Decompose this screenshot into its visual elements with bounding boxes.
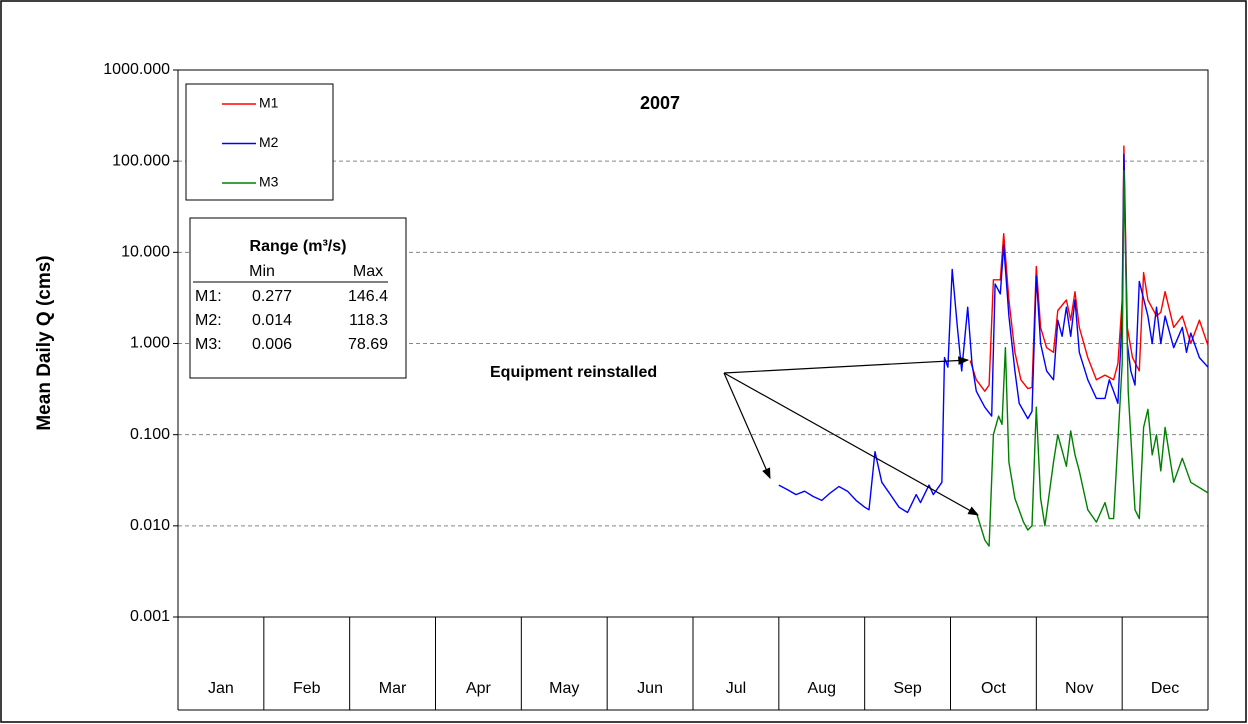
legend-label: M3 [259,174,279,190]
y-tick-label: 0.001 [130,608,170,625]
range-min: 0.006 [252,336,292,353]
range-column: Min [249,263,275,280]
x-tick-label: Oct [981,680,1006,697]
lines [778,145,1209,547]
y-tick-label: 0.100 [130,426,170,443]
x-tick-label: May [549,680,579,697]
annotation-arrows [723,356,979,516]
series-line [975,170,1209,547]
arrow [723,372,979,516]
y-tick-label: 1.000 [130,335,170,352]
y-tick-label: 10.000 [121,244,170,261]
range-row-label: M1: [195,288,222,305]
annotation: Equipment reinstalled [490,364,657,381]
x-tick-label: Feb [293,680,321,697]
range-max: 118.3 [349,312,388,329]
legend-label: M2 [259,134,279,150]
legend-label: M1 [259,95,279,111]
x-tick-label: Dec [1151,680,1179,697]
chart-title: 2007 [640,93,680,113]
y-tick-label: 1000.000 [103,61,170,78]
y-tick-label: 0.010 [130,517,170,534]
x-tick-label: Jul [726,680,746,697]
range-row-label: M2: [195,312,222,329]
x-axis: Jan Feb Mar Apr May Jun Jul Aug Sep Oct Nov Dec [177,617,1209,711]
range-max: 146.4 [348,288,388,305]
arrow [723,356,970,374]
arrow [723,372,771,479]
x-tick-label: Nov [1065,680,1093,697]
x-tick-label: Jun [637,680,663,697]
range-max: 78.69 [348,336,388,353]
legend-entries: M1 M2 M3 [222,95,279,190]
x-tick-label: Apr [466,680,492,697]
y-axis-label: Mean Daily Q (cms) [34,255,55,430]
x-tick-label: Mar [379,680,407,697]
range-min: 0.014 [252,312,292,329]
range-min: 0.277 [252,288,292,305]
range-rows: M1: 0.277 146.4 M2: 0.014 118.3 M3: 0.006 78.69 [195,288,388,353]
y-tick-label: 100.000 [112,152,170,169]
range-row-label: M3: [195,336,222,353]
legend [185,83,334,201]
range-column: Max [353,263,383,280]
x-tick-label: Sep [893,680,922,697]
range-title: Range (m³/s) [250,238,347,255]
series-line [778,153,1209,514]
range-table [189,217,407,379]
x-tick-label: Jan [208,680,234,697]
x-tick-label: Aug [808,680,836,697]
